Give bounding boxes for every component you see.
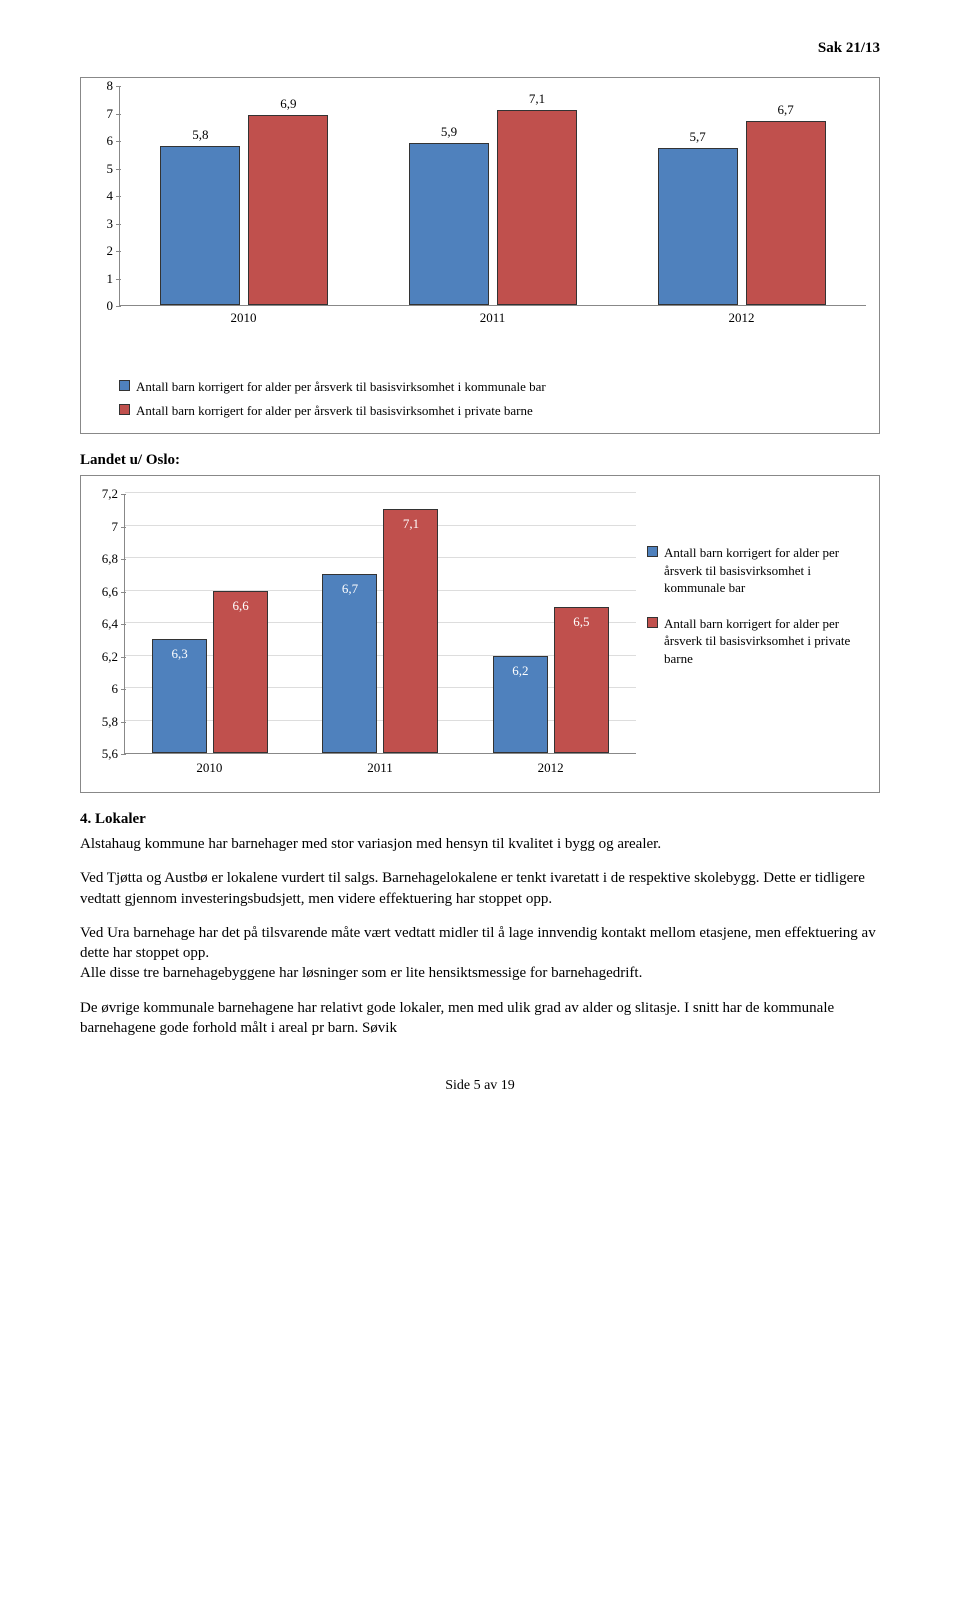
section4-p5: De øvrige kommunale barnehagene har rela… bbox=[80, 998, 880, 1039]
chart2-left: 5,65,866,26,46,66,877,2 6,36,66,77,16,26… bbox=[89, 484, 641, 784]
section4-title: 4. Lokaler bbox=[80, 811, 880, 828]
chart1-legend-a: Antall barn korrigert for alder per årsv… bbox=[119, 378, 871, 396]
chart1-bar: 5,7 bbox=[658, 148, 738, 305]
legend-swatch-a bbox=[647, 546, 658, 557]
chart2-bar: 6,3 bbox=[152, 639, 207, 753]
chart1-bar: 7,1 bbox=[497, 110, 577, 305]
subtitle-landet-u-oslo: Landet u/ Oslo: bbox=[80, 452, 880, 469]
chart1-bar-label: 5,7 bbox=[690, 129, 706, 145]
chart1-bar-group: 5,97,1 bbox=[369, 110, 618, 305]
chart1-y-tick: 4 bbox=[107, 188, 114, 204]
legend-swatch-a bbox=[119, 380, 130, 391]
chart1-y-tick: 3 bbox=[107, 216, 114, 232]
chart1-y-tick: 2 bbox=[107, 243, 114, 259]
chart2-bar-label: 7,1 bbox=[403, 516, 419, 532]
chart1: 012345678 5,86,95,97,15,76,7 20102011201… bbox=[80, 77, 880, 434]
legend-swatch-b bbox=[647, 617, 658, 628]
chart1-x-label: 2011 bbox=[368, 310, 617, 326]
legend-text-b: Antall barn korrigert for alder per årsv… bbox=[136, 402, 533, 420]
chart2-y-tick: 7 bbox=[112, 519, 119, 535]
chart2-y-tick: 6,8 bbox=[102, 551, 118, 567]
chart1-bar: 6,9 bbox=[248, 115, 328, 305]
chart1-y-tick: 8 bbox=[107, 78, 114, 94]
chart1-plot: 5,86,95,97,15,76,7 bbox=[119, 86, 866, 306]
chart2-y-tick: 6,2 bbox=[102, 649, 118, 665]
chart1-y-tick: 0 bbox=[107, 298, 114, 314]
chart2-bar: 7,1 bbox=[383, 509, 438, 753]
chart1-bar-label: 6,7 bbox=[778, 102, 794, 118]
chart1-bar-label: 5,8 bbox=[192, 127, 208, 143]
chart2-y-tick: 6,4 bbox=[102, 616, 118, 632]
chart1-y-tick: 5 bbox=[107, 161, 114, 177]
legend-text-b: Antall barn korrigert for alder per årsv… bbox=[664, 615, 871, 668]
chart1-y-tick: 7 bbox=[107, 106, 114, 122]
chart2-x-label: 2010 bbox=[124, 760, 295, 776]
chart2-x-labels: 201020112012 bbox=[124, 760, 636, 776]
chart2-legend: Antall barn korrigert for alder per årsv… bbox=[641, 484, 871, 784]
chart1-bar: 5,8 bbox=[160, 146, 240, 306]
chart2-bar: 6,5 bbox=[554, 607, 609, 753]
chart2-bar: 6,6 bbox=[213, 591, 268, 754]
legend-text-a: Antall barn korrigert for alder per årsv… bbox=[664, 544, 871, 597]
chart2-bar-group: 6,2 6,5 bbox=[466, 607, 636, 753]
chart2-y-tick: 5,6 bbox=[102, 746, 118, 762]
chart2-bar-label: 6,2 bbox=[512, 663, 528, 679]
chart1-legend-b: Antall barn korrigert for alder per årsv… bbox=[119, 402, 871, 420]
chart2-y-ticks: 5,65,866,26,46,66,877,2 bbox=[89, 494, 122, 754]
chart2-bar-group: 6,7 7,1 bbox=[295, 509, 465, 753]
chart1-x-label: 2012 bbox=[617, 310, 866, 326]
section4-p1: Alstahaug kommune har barnehager med sto… bbox=[80, 834, 880, 854]
chart1-x-label: 2010 bbox=[119, 310, 368, 326]
page-footer: Side 5 av 19 bbox=[80, 1078, 880, 1094]
chart1-legend: Antall barn korrigert for alder per årsv… bbox=[89, 378, 871, 419]
p4-span: Alle disse tre barnehagebyggene har løsn… bbox=[80, 965, 642, 981]
chart2: 5,65,866,26,46,66,877,2 6,36,66,77,16,26… bbox=[80, 475, 880, 793]
chart2-legend-b: Antall barn korrigert for alder per årsv… bbox=[647, 615, 871, 668]
chart1-bar: 6,7 bbox=[746, 121, 826, 305]
chart1-bar-label: 6,9 bbox=[280, 96, 296, 112]
chart1-y-tick: 1 bbox=[107, 271, 114, 287]
chart2-bar-label: 6,6 bbox=[233, 598, 249, 614]
chart2-wrap: 5,65,866,26,46,66,877,2 6,36,66,77,16,26… bbox=[89, 484, 871, 784]
chart2-bar-label: 6,3 bbox=[172, 646, 188, 662]
chart1-bar-label: 5,9 bbox=[441, 124, 457, 140]
chart1-y-ticks: 012345678 bbox=[89, 86, 117, 306]
p3-span: Ved Ura barnehage har det på tilsvarende… bbox=[80, 925, 876, 961]
chart2-x-label: 2012 bbox=[465, 760, 636, 776]
chart1-bar: 5,9 bbox=[409, 143, 489, 305]
legend-text-a: Antall barn korrigert for alder per årsv… bbox=[136, 378, 546, 396]
chart1-bar-group: 5,86,9 bbox=[120, 115, 369, 305]
chart2-bar-label: 6,5 bbox=[573, 614, 589, 630]
chart2-y-tick: 6,6 bbox=[102, 584, 118, 600]
case-number: Sak 21/13 bbox=[80, 40, 880, 57]
section4-p2: Ved Tjøtta og Austbø er lokalene vurdert… bbox=[80, 868, 880, 909]
chart2-bar: 6,2 bbox=[493, 656, 548, 754]
chart2-x-label: 2011 bbox=[295, 760, 466, 776]
chart2-bar: 6,7 bbox=[322, 574, 377, 753]
section4-p3-4: Ved Ura barnehage har det på tilsvarende… bbox=[80, 923, 880, 984]
chart1-bar-label: 7,1 bbox=[529, 91, 545, 107]
chart2-y-tick: 6 bbox=[112, 681, 119, 697]
chart2-y-tick: 7,2 bbox=[102, 486, 118, 502]
chart2-bar-label: 6,7 bbox=[342, 581, 358, 597]
chart2-bar-group: 6,3 6,6 bbox=[125, 591, 295, 754]
chart2-y-tick: 5,8 bbox=[102, 714, 118, 730]
legend-swatch-b bbox=[119, 404, 130, 415]
chart1-y-tick: 6 bbox=[107, 133, 114, 149]
chart1-x-labels: 201020112012 bbox=[119, 310, 866, 326]
chart1-area: 012345678 5,86,95,97,15,76,7 20102011201… bbox=[89, 86, 871, 366]
chart1-bar-group: 5,76,7 bbox=[617, 121, 866, 305]
chart2-legend-a: Antall barn korrigert for alder per årsv… bbox=[647, 544, 871, 597]
chart2-plot: 6,3 6,6 6,7 7,1 6,2 6,5 bbox=[124, 494, 636, 754]
